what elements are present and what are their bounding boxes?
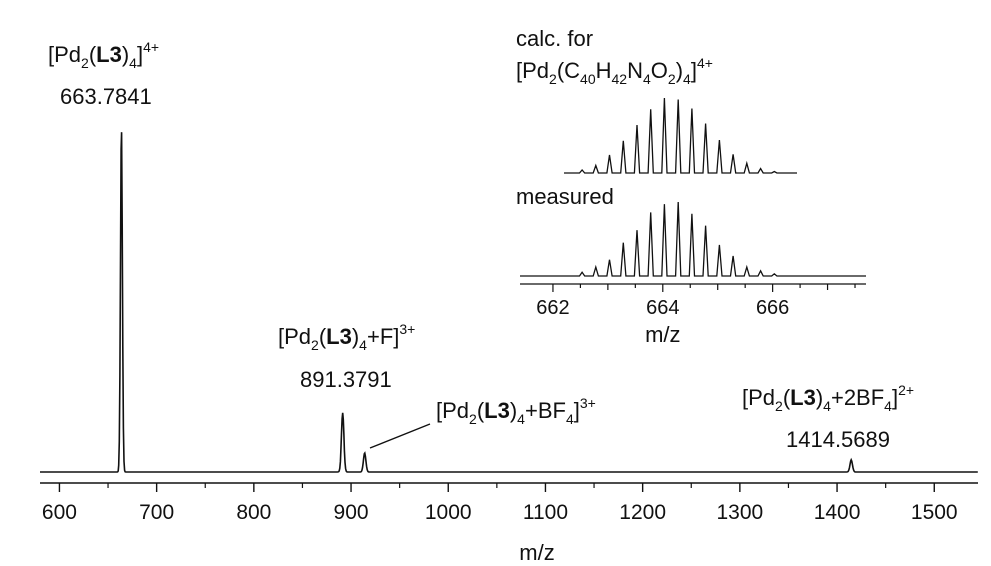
x-tick-label-800: 800 <box>236 501 271 524</box>
x-tick-label-1500: 1500 <box>911 501 958 524</box>
inset-calc-label: calc. for <box>516 26 593 51</box>
peak-annotations: [Pd2(L3)4]4+ 663.7841 [Pd2(L3)4+F]3+ 891… <box>48 39 914 452</box>
main-spectrum-panel: 600 700 800 900 1000 1100 1200 1300 1400 1500 m/z <box>40 132 978 565</box>
inset-tick-label-666: 666 <box>756 297 789 319</box>
x-tick-label-1200: 1200 <box>619 501 666 524</box>
annotation-f-formula: [Pd2(L3)4+F]3+ <box>278 321 415 353</box>
main-spectrum-trace <box>40 132 978 473</box>
annotation-bf4-leader-line <box>369 423 431 449</box>
annotation-main-value: 663.7841 <box>60 84 152 109</box>
x-axis-title: m/z <box>519 540 554 565</box>
inset-tick-label-664: 664 <box>646 297 679 319</box>
inset-x-axis-title: m/z <box>645 322 680 347</box>
x-tick-label-1100: 1100 <box>523 501 568 524</box>
annotation-f-value: 891.3791 <box>300 367 392 392</box>
annotation-main-formula: [Pd2(L3)4]4+ <box>48 39 159 71</box>
inset-tick-label-662: 662 <box>536 297 569 319</box>
annotation-2bf4-value: 1414.5689 <box>786 427 890 452</box>
x-tick-label-600: 600 <box>42 501 77 524</box>
x-tick-label-700: 700 <box>139 501 174 524</box>
inset-measured-label: measured <box>516 184 614 209</box>
inset-calc-formula: [Pd2(C40H42N4O2)4]4+ <box>516 55 713 87</box>
x-tick-label-1000: 1000 <box>425 501 472 524</box>
x-tick-label-900: 900 <box>334 501 369 524</box>
annotation-2bf4-formula: [Pd2(L3)4+2BF4]2+ <box>742 382 914 414</box>
x-tick-label-1400: 1400 <box>814 501 861 524</box>
inset-x-axis-ticks: 662 664 666 <box>536 284 856 319</box>
inset-isotope-panel: calc. for [Pd2(C40H42N4O2)4]4+ measured … <box>516 26 866 347</box>
x-tick-label-1300: 1300 <box>716 501 763 524</box>
x-axis-ticks: 600 700 800 900 1000 1100 1200 1300 1400 1500 <box>42 483 958 524</box>
inset-calculated-trace <box>564 97 797 174</box>
inset-measured-trace <box>520 201 866 277</box>
annotation-bf4-formula: [Pd2(L3)4+BF4]3+ <box>436 395 596 427</box>
